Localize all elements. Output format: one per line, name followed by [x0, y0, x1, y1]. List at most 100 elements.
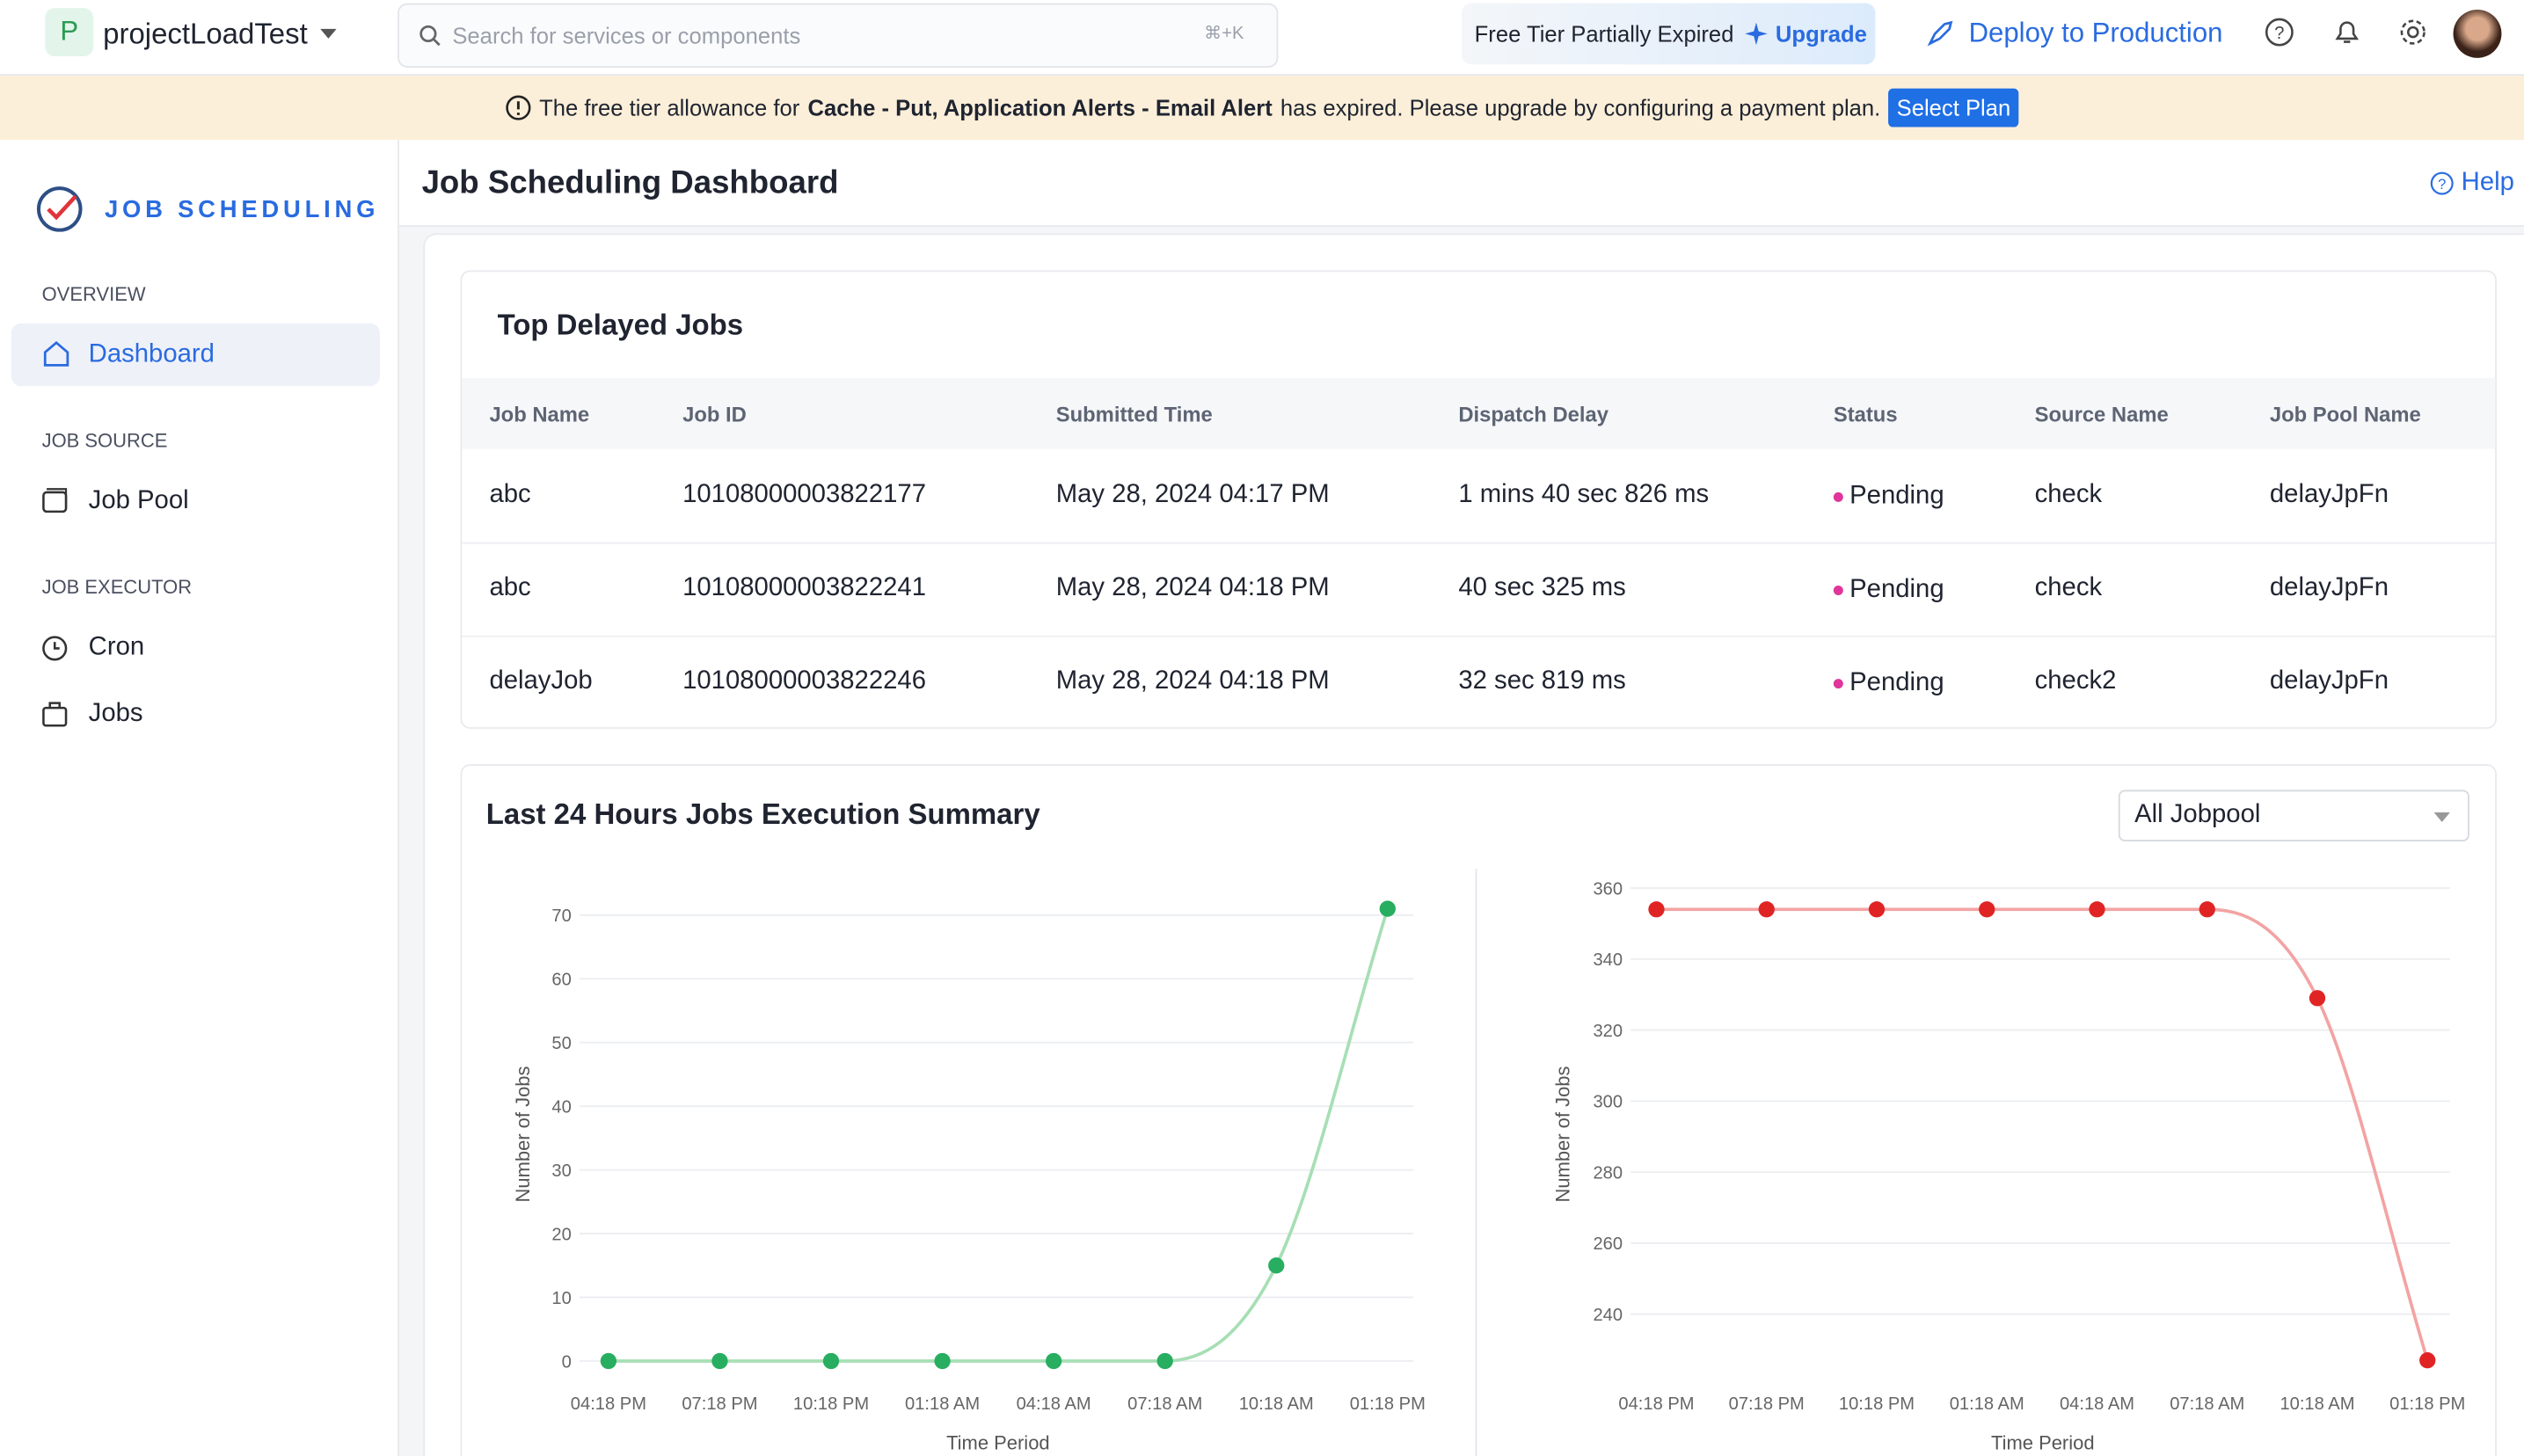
x-tick-label: 01:18 PM	[2389, 1394, 2465, 1414]
x-tick-label: 04:18 AM	[1017, 1394, 1091, 1414]
banner-text: The free tier allowance for	[539, 94, 800, 121]
table-cell: abc	[489, 574, 531, 602]
x-tick-label: 07:18 PM	[682, 1394, 757, 1414]
table-cell: delayJpFn	[2269, 667, 2389, 695]
page-title: Job Scheduling Dashboard	[421, 165, 839, 201]
table-card: Top Delayed Jobs Job Name Job ID Submitted…	[460, 270, 2497, 729]
help-icon[interactable]: ?	[2264, 16, 2296, 48]
point	[1379, 900, 1396, 917]
point	[1268, 1257, 1285, 1274]
top-bar: P projectLoadTest Search for services or…	[0, 0, 2524, 76]
point	[1868, 901, 1886, 918]
row-divider	[462, 542, 2496, 544]
search-icon	[419, 25, 441, 47]
table-cell: 40 sec 325 ms	[1458, 574, 1626, 602]
x-tick-label: 01:18 AM	[1950, 1394, 2024, 1414]
section-heading: OVERVIEW	[41, 283, 146, 306]
point	[1045, 1352, 1062, 1370]
status: Pending	[1849, 576, 1944, 604]
brand-title: JOB SCHEDULING	[104, 196, 380, 224]
y-tick-label: 60	[551, 971, 571, 990]
y-tick-label: 260	[1593, 1234, 1623, 1254]
tier-pill: Free Tier Partially Expired Upgrade	[1462, 3, 1876, 65]
project-name[interactable]: projectLoadTest	[103, 18, 308, 50]
status-dot	[1833, 491, 1843, 502]
status: Pending	[1849, 669, 1944, 697]
summary-title: Last 24 Hours Jobs Execution Summary	[485, 797, 1040, 831]
user-avatar[interactable]	[2453, 9, 2502, 58]
nav-item[interactable]: Jobs	[88, 699, 143, 728]
tier-notice: Free Tier Partially Expired	[1474, 20, 1734, 47]
dropdown-icon	[320, 28, 337, 39]
settings-icon[interactable]	[2396, 16, 2429, 48]
y-tick-label: 340	[1593, 950, 1623, 970]
project-avatar: P	[45, 8, 94, 57]
bell-icon[interactable]	[2331, 16, 2363, 48]
y-tick-label: 20	[551, 1225, 571, 1244]
table-cell: delayJob	[489, 667, 593, 695]
jobs-icon	[42, 702, 68, 727]
table-cell: check2	[2034, 667, 2117, 695]
y-axis-label: Number of Jobs	[512, 1067, 534, 1203]
jobpool-select[interactable]: All Jobpool	[2118, 790, 2469, 841]
x-tick-label: 04:18 PM	[1618, 1394, 1694, 1414]
x-tick-label: 04:18 PM	[571, 1394, 646, 1414]
table-cell: 10108000003822241	[682, 574, 926, 602]
point	[1979, 901, 1995, 918]
x-tick-label: 01:18 PM	[1350, 1394, 1426, 1414]
table-cell: May 28, 2024 04:18 PM	[1055, 667, 1330, 695]
upgrade-link[interactable]: Upgrade	[1775, 20, 1867, 47]
point	[1648, 901, 1665, 918]
column-header: Submitted Time	[1055, 402, 1213, 426]
section-heading: JOB SOURCE	[41, 429, 168, 453]
point	[822, 1352, 840, 1370]
help-icon: ?	[2430, 171, 2454, 195]
x-tick-label: 01:18 AM	[905, 1394, 980, 1414]
y-tick-label: 0	[562, 1352, 572, 1372]
deploy-button[interactable]: Deploy to Production	[1968, 18, 2223, 48]
nav-item[interactable]: Cron	[88, 633, 145, 662]
point	[934, 1352, 951, 1370]
banner-text: has expired. Please upgrade by configuri…	[1280, 94, 1881, 121]
point	[1156, 1352, 1173, 1370]
nav-item[interactable]: Dashboard	[88, 340, 215, 369]
x-tick-label: 10:18 PM	[793, 1394, 869, 1414]
search-box[interactable]: Search for services or components ⌘+K	[398, 3, 1279, 68]
x-tick-label: 07:18 PM	[1729, 1394, 1805, 1414]
column-header: Source Name	[2034, 402, 2169, 426]
content-card: Top Delayed Jobs Job Name Job ID Submitted…	[423, 233, 2524, 1456]
home-icon	[43, 340, 69, 367]
point	[1758, 901, 1775, 918]
y-tick-label: 10	[551, 1289, 571, 1308]
y-tick-label: 320	[1593, 1022, 1623, 1041]
y-tick-label: 280	[1593, 1163, 1623, 1183]
table-title: Top Delayed Jobs	[497, 309, 744, 341]
main: Job Scheduling Dashboard ? Help Top Dela…	[398, 140, 2524, 1456]
x-axis-label: Time Period	[946, 1432, 1050, 1454]
table-cell: May 28, 2024 04:18 PM	[1055, 574, 1330, 602]
column-header: Status	[1833, 402, 1898, 426]
table-cell: check	[2034, 481, 2103, 509]
table-cell: 32 sec 819 ms	[1458, 667, 1626, 695]
jobpool-select-value: All Jobpool	[2134, 801, 2261, 829]
line	[1656, 907, 2429, 1361]
x-tick-label: 10:18 AM	[2280, 1394, 2354, 1414]
page-header: Job Scheduling Dashboard ? Help	[398, 140, 2524, 228]
brand-icon	[36, 186, 83, 232]
point	[600, 1352, 617, 1370]
x-tick-label: 04:18 AM	[2060, 1394, 2134, 1414]
nav-item[interactable]: Job Pool	[88, 487, 189, 515]
column-header: Job Name	[489, 402, 590, 426]
alert-icon	[506, 95, 531, 120]
x-axis-label: Time Period	[1991, 1432, 2095, 1454]
search-placeholder: Search for services or components	[452, 22, 801, 48]
help-link[interactable]: Help	[2461, 169, 2514, 197]
table-cell: 1 mins 40 sec 826 ms	[1458, 481, 1710, 509]
shortcut: ⌘+K	[1204, 24, 1244, 44]
active-item-bg	[11, 323, 380, 387]
select-plan-button[interactable]: Select Plan	[1888, 88, 2019, 127]
table-cell: delayJpFn	[2269, 574, 2389, 602]
table-cell: check	[2034, 574, 2103, 602]
